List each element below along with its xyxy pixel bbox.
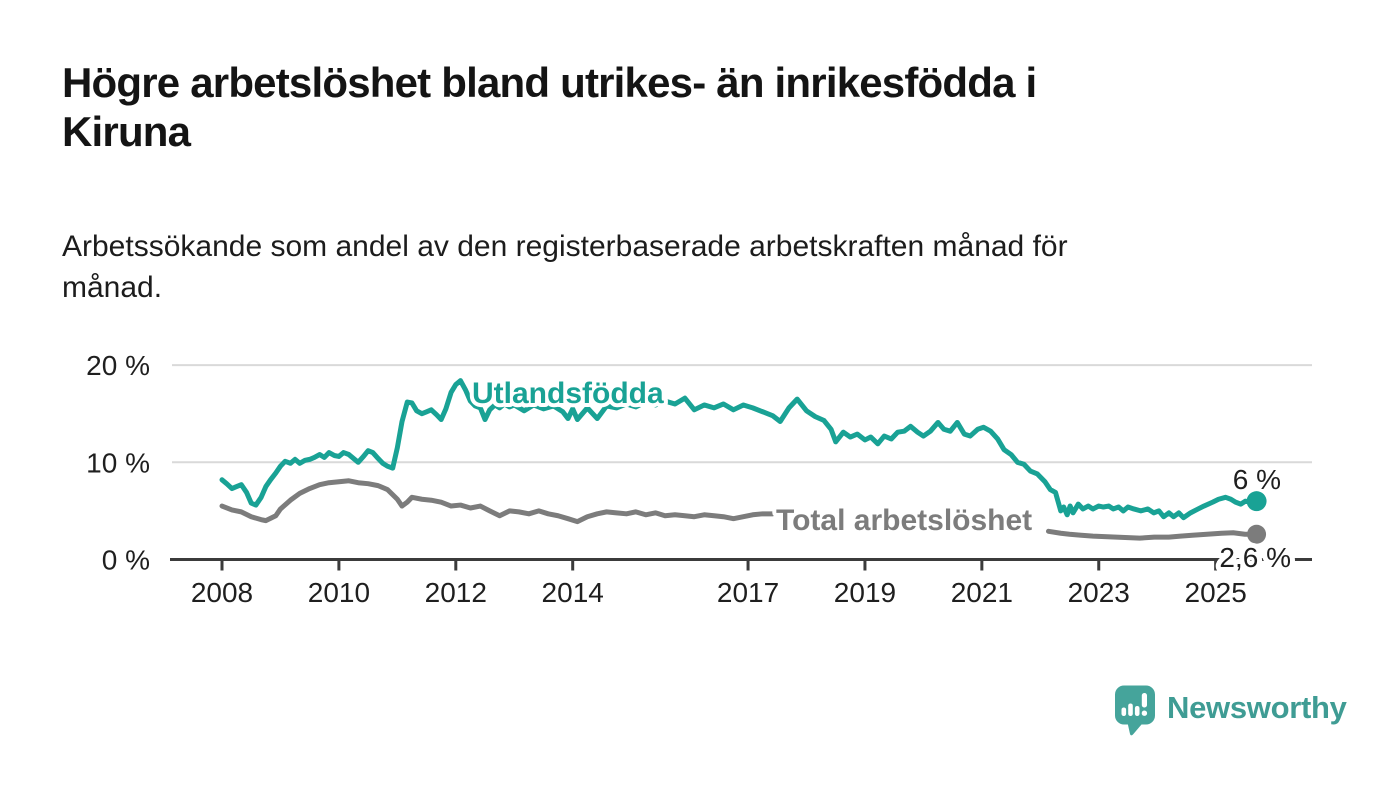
- newsworthy-logo-text: Newsworthy: [1167, 690, 1347, 725]
- y-axis-label: 20 %: [86, 350, 150, 381]
- bar-2: [1128, 703, 1133, 716]
- newsworthy-logo: Newsworthy: [1114, 684, 1347, 736]
- bar-3: [1134, 705, 1140, 716]
- y-axis-label: 0 %: [102, 545, 150, 576]
- x-axis-label: 2019: [834, 577, 896, 608]
- series-line-utlandsfodda: [219, 378, 1260, 521]
- value-label-utlandsfodda: 6 %: [1233, 464, 1281, 495]
- x-axis-label: 2025: [1185, 577, 1247, 608]
- page-title-line2: Kiruna: [62, 108, 191, 155]
- x-axis-label: 2008: [191, 577, 253, 608]
- chart-subtitle-line1: Arbetssökande som andel av den registerb…: [62, 230, 1068, 263]
- y-axis-label: 10 %: [86, 447, 150, 478]
- x-axis-label: 2021: [951, 577, 1013, 608]
- bar-1: [1121, 707, 1127, 716]
- exclamation-dot: [1141, 710, 1148, 716]
- newsworthy-bubble-barchart-icon: [1115, 685, 1155, 735]
- x-axis-label: 2023: [1068, 577, 1130, 608]
- x-axis-label: 2012: [425, 577, 487, 608]
- series-end-dot-total-arbetsloshet: [1247, 524, 1267, 544]
- exclamation-bar: [1141, 692, 1147, 707]
- x-axis-label: 2017: [717, 577, 779, 608]
- series-line-total-arbetsloshet: [1045, 528, 1260, 541]
- value-label-total-arbetsloshet: 2,6 %: [1219, 542, 1291, 573]
- series-line-total-arbetsloshet: [219, 478, 776, 525]
- page-title-line1: Högre arbetslöshet bland utrikes- än inr…: [62, 59, 1037, 106]
- series-label-total-arbetsloshet: Total arbetslöshet: [776, 504, 1032, 537]
- x-axis-label: 2014: [542, 577, 604, 608]
- series-label-utlandsfodda: Utlandsfödda: [472, 377, 664, 410]
- chart-subtitle-line2: månad.: [62, 271, 163, 304]
- series-end-dot-utlandsfodda: [1246, 491, 1267, 512]
- chart-subtitle: Arbetssökande som andel av den registerb…: [62, 226, 1282, 308]
- page-title: Högre arbetslöshet bland utrikes- än inr…: [62, 58, 1262, 156]
- x-axis-label: 2010: [308, 577, 370, 608]
